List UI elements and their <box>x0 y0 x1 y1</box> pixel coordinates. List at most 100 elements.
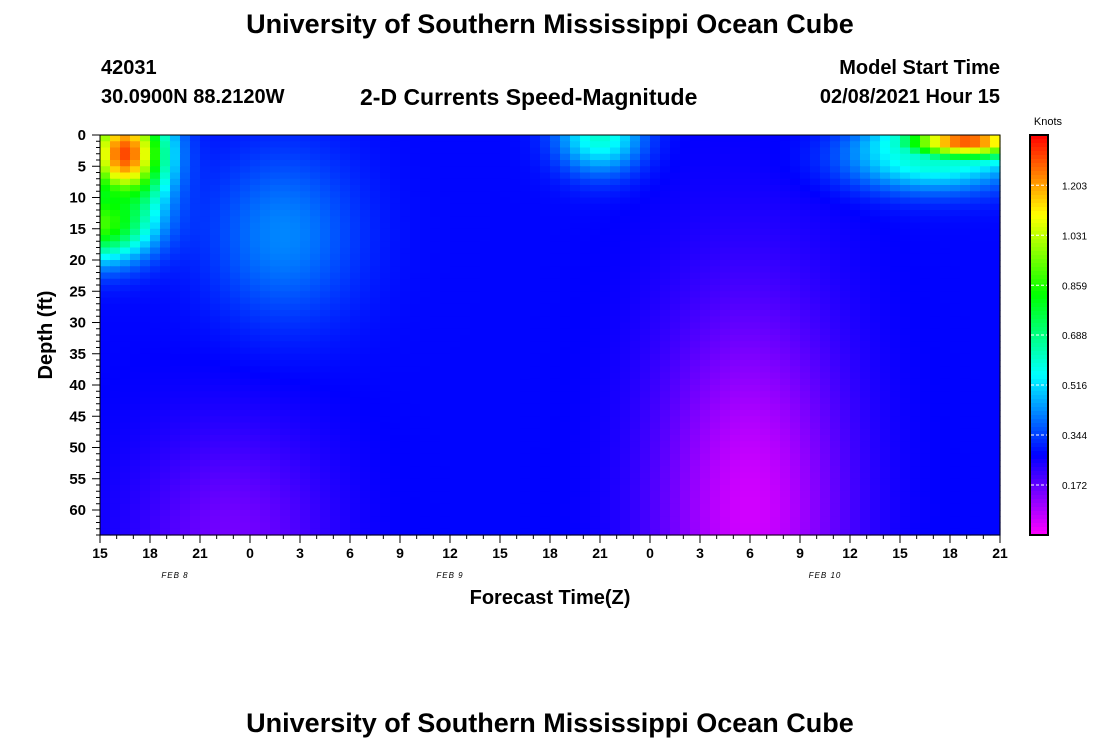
heatmap-cell <box>380 372 391 380</box>
heatmap-cell <box>900 403 911 411</box>
heatmap-cell <box>610 228 621 236</box>
heatmap-cell <box>700 391 711 399</box>
heatmap-cell <box>260 353 271 361</box>
heatmap-cell <box>400 228 411 236</box>
heatmap-cell <box>850 472 861 480</box>
heatmap-cell <box>870 222 881 230</box>
heatmap-cell <box>160 460 171 467</box>
heatmap-cell <box>920 372 931 380</box>
heatmap-cell <box>300 160 311 167</box>
heatmap-cell <box>350 385 361 392</box>
heatmap-cell <box>640 247 651 255</box>
heatmap-cell <box>220 341 231 349</box>
heatmap-cell <box>230 366 241 374</box>
heatmap-cell <box>980 341 991 349</box>
heatmap-cell <box>480 360 491 367</box>
heatmap-cell <box>380 447 391 455</box>
heatmap-cell <box>190 166 201 174</box>
heatmap-cell <box>590 428 601 436</box>
heatmap-cell <box>780 222 791 230</box>
heatmap-cell <box>590 247 601 255</box>
heatmap-cell <box>360 297 371 305</box>
heatmap-cell <box>600 472 611 480</box>
heatmap-cell <box>850 172 861 180</box>
heatmap-cell <box>360 316 371 324</box>
heatmap-cell <box>200 353 211 361</box>
heatmap-cell <box>850 422 861 430</box>
heatmap-cell <box>360 166 371 174</box>
heatmap-cell <box>730 203 741 211</box>
heatmap-cell <box>900 328 911 336</box>
heatmap-cell <box>280 366 291 374</box>
heatmap-cell <box>510 360 521 367</box>
heatmap-cell <box>780 453 791 461</box>
heatmap-cell <box>930 472 941 480</box>
heatmap-cell <box>780 422 791 430</box>
heatmap-cell <box>140 285 151 292</box>
heatmap-cell <box>330 341 341 349</box>
heatmap-cell <box>860 347 871 355</box>
heatmap-cell <box>490 253 501 261</box>
heatmap-cell <box>130 185 141 192</box>
heatmap-cell <box>640 460 651 467</box>
heatmap-cell <box>380 460 391 467</box>
heatmap-cell <box>960 147 971 155</box>
heatmap-cell <box>170 372 181 380</box>
heatmap-cell <box>430 435 441 442</box>
heatmap-cell <box>720 391 731 399</box>
heatmap-cell <box>910 347 921 355</box>
heatmap-cell <box>730 416 741 424</box>
heatmap-cell <box>380 216 391 224</box>
heatmap-cell <box>930 185 941 192</box>
heatmap-cell <box>390 397 401 405</box>
heatmap-cell <box>690 435 701 442</box>
heatmap-cell <box>510 297 521 305</box>
heatmap-cell <box>660 347 671 355</box>
heatmap-cell <box>400 241 411 249</box>
heatmap-cell <box>190 153 201 161</box>
heatmap-cell <box>470 185 481 192</box>
heatmap-cell <box>720 472 731 480</box>
heatmap-cell <box>640 222 651 230</box>
heatmap-cell <box>750 153 761 161</box>
heatmap-cell <box>430 303 441 311</box>
heatmap-cell <box>670 141 681 149</box>
heatmap-cell <box>570 303 581 311</box>
heatmap-cell <box>170 235 181 242</box>
heatmap-cell <box>320 197 331 205</box>
heatmap-cell <box>990 185 1001 192</box>
heatmap-cell <box>740 178 751 186</box>
heatmap-cell <box>830 453 841 461</box>
heatmap-cell <box>660 172 671 180</box>
heatmap-cell <box>970 191 981 199</box>
heatmap-cell <box>150 228 161 236</box>
heatmap-cell <box>430 185 441 192</box>
heatmap-cell <box>580 397 591 405</box>
heatmap-cell <box>460 153 471 161</box>
heatmap-cell <box>330 228 341 236</box>
heatmap-cell <box>970 410 981 417</box>
heatmap-cell <box>310 285 321 292</box>
heatmap-cell <box>660 435 671 442</box>
heatmap-cell <box>900 335 911 342</box>
heatmap-cell <box>410 435 421 442</box>
heatmap-cell <box>270 141 281 149</box>
heatmap-cell <box>810 472 821 480</box>
heatmap-cell <box>950 460 961 467</box>
heatmap-cell <box>160 191 171 199</box>
heatmap-cell <box>440 241 451 249</box>
heatmap-cell <box>180 341 191 349</box>
heatmap-cell <box>210 353 221 361</box>
heatmap-cell <box>620 266 631 274</box>
heatmap-cell <box>820 235 831 242</box>
heatmap-cell <box>280 435 291 442</box>
heatmap-cell <box>950 260 961 267</box>
heatmap-cell <box>360 153 371 161</box>
heatmap-cell <box>660 253 671 261</box>
heatmap-cell <box>430 453 441 461</box>
heatmap-cell <box>100 191 111 199</box>
heatmap-cell <box>620 166 631 174</box>
heatmap-cell <box>950 403 961 411</box>
heatmap-cell <box>810 366 821 374</box>
heatmap-cell <box>410 197 421 205</box>
